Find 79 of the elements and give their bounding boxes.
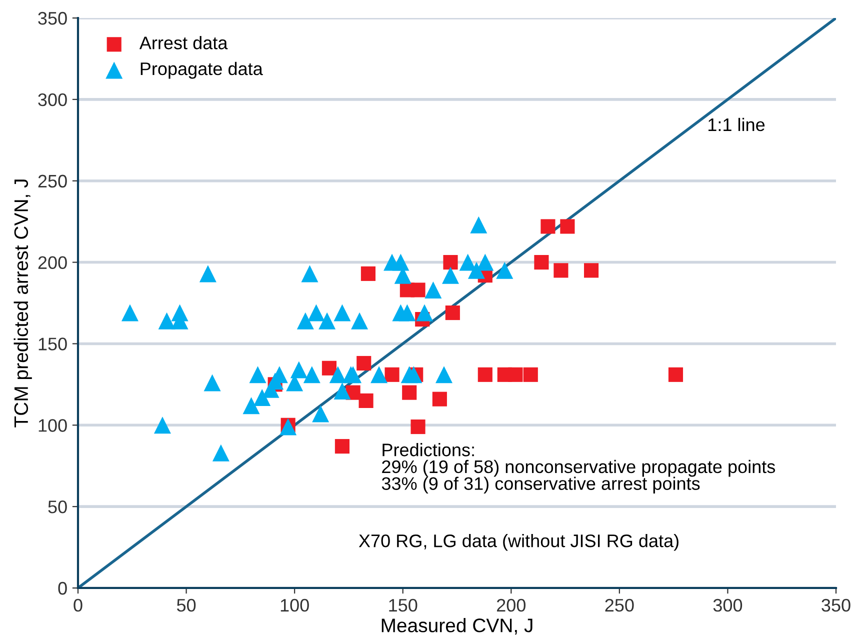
point [445, 305, 460, 320]
point [470, 216, 488, 234]
y-axis-title: TCM predicted arrest CVN, J [14, 180, 32, 428]
x-tick-label: 300 [713, 598, 742, 612]
point [301, 265, 318, 282]
x-axis-title: Measured CVN, J [382, 618, 532, 635]
point [334, 382, 351, 400]
point [432, 392, 447, 406]
x-tick-label: 150 [389, 598, 418, 612]
point [121, 304, 138, 322]
point [560, 219, 575, 234]
y-tick-label: 150 [38, 338, 67, 350]
point [318, 312, 336, 330]
legend-label: Propagate data [140, 62, 263, 79]
point [443, 255, 458, 270]
point [154, 416, 171, 434]
point [370, 366, 388, 384]
x-tick-label: 200 [496, 598, 526, 612]
point [384, 367, 400, 382]
point [212, 444, 230, 462]
point [356, 356, 372, 371]
point [312, 405, 330, 422]
y-tick-label: 250 [38, 174, 67, 188]
annotation: Predictions: 29% (19 of 58) nonconservative propagate points 33% (9 of 31) conservative arrest points [382, 443, 776, 494]
point [405, 366, 422, 384]
point [358, 393, 374, 408]
point [334, 439, 350, 454]
point [554, 263, 568, 278]
x-tick-label: 50 [176, 598, 196, 612]
point [158, 312, 176, 330]
point [442, 266, 460, 284]
y-tick-label: 0 [58, 582, 67, 595]
point [402, 385, 417, 400]
point [280, 418, 297, 436]
point [410, 419, 426, 434]
point [290, 361, 308, 378]
point [523, 367, 538, 382]
point [303, 366, 320, 384]
x-tick-label: 100 [280, 598, 309, 612]
point [534, 255, 549, 270]
y-tick-label: 350 [38, 12, 67, 25]
y-tick-label: 300 [38, 93, 67, 106]
point [392, 254, 410, 271]
point [398, 304, 416, 322]
point [334, 304, 351, 322]
annotation: X70 RG, LG data (without JISI RG data) [358, 534, 678, 551]
point [540, 219, 556, 234]
point [668, 367, 684, 382]
point [351, 312, 368, 330]
x-tick-label: 350 [822, 598, 850, 612]
point [416, 304, 434, 322]
point [308, 304, 325, 322]
legend-label: Arrest data [139, 36, 228, 50]
point [322, 360, 337, 376]
point [296, 312, 314, 330]
annotation: 1:1 line [708, 118, 765, 132]
point [476, 254, 494, 271]
x-tick-label: 0 [74, 598, 82, 612]
point [496, 262, 514, 279]
point [508, 367, 523, 382]
point [171, 304, 188, 322]
point [360, 266, 376, 281]
y-tick-label: 200 [38, 256, 67, 270]
point [410, 282, 426, 298]
point [478, 367, 492, 382]
point [424, 281, 442, 298]
point [254, 388, 271, 406]
point [329, 366, 346, 384]
point [459, 254, 476, 271]
x-tick-label: 250 [605, 598, 634, 612]
y-tick-label: 50 [48, 500, 67, 514]
point [436, 366, 453, 384]
point [204, 374, 221, 392]
point [249, 366, 266, 384]
point [242, 397, 260, 414]
point [468, 262, 485, 279]
point [584, 263, 599, 278]
y-tick-label: 100 [38, 419, 67, 432]
point [199, 265, 216, 282]
